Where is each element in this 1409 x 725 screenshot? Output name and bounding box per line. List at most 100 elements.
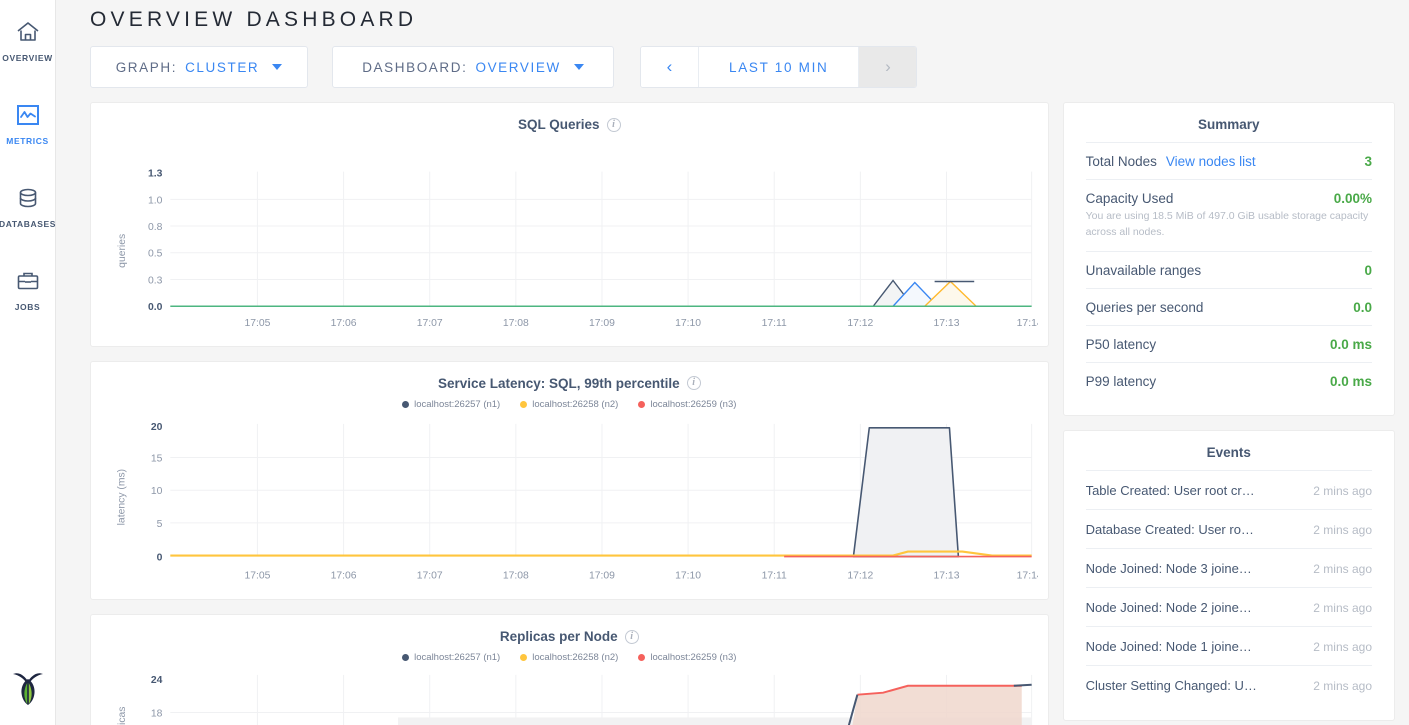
legend-dot-n3 <box>638 400 646 408</box>
legend-item[interactable]: localhost:26257 (n1) <box>402 652 500 663</box>
svg-text:0.8: 0.8 <box>148 222 163 233</box>
chart-svg: latency (ms) 20 15 10 5 0 <box>117 422 1038 582</box>
time-next-button: › <box>858 47 917 87</box>
event-list-item[interactable]: Node Joined: Node 1 joine… 2 mins ago <box>1085 625 1372 665</box>
dashboard-selector-label: DASHBOARD: <box>362 59 468 75</box>
sidebar-item-metrics[interactable]: METRICS <box>0 91 56 152</box>
time-range-label[interactable]: LAST 10 MIN <box>729 59 829 75</box>
svg-text:1.3: 1.3 <box>148 169 163 180</box>
legend-item[interactable]: localhost:26257 (n1) <box>402 399 500 410</box>
metrics-icon <box>14 101 42 129</box>
dashboard-selector-value: OVERVIEW <box>475 59 561 75</box>
summary-row-value: 0.0 ms <box>1329 336 1372 352</box>
chart-legend: localhost:26257 (n1) localhost:26258 (n2… <box>101 652 1038 663</box>
event-list-item[interactable]: Table Created: User root cr… 2 mins ago <box>1085 469 1372 509</box>
sidebar-item-jobs[interactable]: JOBS <box>0 257 56 318</box>
chart-title-text: SQL Queries <box>518 117 600 132</box>
chart-title: Service Latency: SQL, 99th percentile i <box>101 376 1038 391</box>
summary-row-total-nodes: Total Nodes View nodes list 3 <box>1085 142 1372 179</box>
legend-label: localhost:26257 (n1) <box>414 652 501 664</box>
svg-text:17:12: 17:12 <box>847 318 873 329</box>
summary-row-p50-latency: P50 latency 0.0 ms <box>1085 324 1372 362</box>
svg-text:17:13: 17:13 <box>934 570 960 581</box>
summary-panel: Summary Total Nodes View nodes list 3 Ca… <box>1062 102 1395 416</box>
events-panel: Events Table Created: User root cr… 2 mi… <box>1062 429 1395 721</box>
svg-text:5: 5 <box>157 519 163 530</box>
events-title: Events <box>1206 444 1251 460</box>
legend-item[interactable]: localhost:26258 (n2) <box>520 652 618 663</box>
event-time: 2 mins ago <box>1313 600 1372 615</box>
svg-text:17:07: 17:07 <box>417 318 443 329</box>
graph-selector-label: GRAPH: <box>115 59 178 75</box>
summary-row-value: 3 <box>1364 154 1372 169</box>
event-text: Database Created: User ro… <box>1085 521 1254 537</box>
legend-dot-n3 <box>638 654 646 662</box>
chart-plot-replicas-per-node[interactable]: replicas 24 18 <box>101 663 1038 725</box>
sidebar-item-label: JOBS <box>14 302 41 312</box>
svg-text:17:06: 17:06 <box>331 570 357 581</box>
chart-card-replicas-per-node: Replicas per Node i localhost:26257 (n1)… <box>90 614 1049 725</box>
svg-text:18: 18 <box>151 709 163 720</box>
legend-item[interactable]: localhost:26259 (n3) <box>638 652 736 663</box>
svg-text:17:05: 17:05 <box>244 570 270 581</box>
svg-text:10: 10 <box>151 486 163 497</box>
cockroach-logo <box>10 668 46 713</box>
legend-label: localhost:26259 (n3) <box>650 652 737 664</box>
info-icon[interactable]: i <box>606 117 621 132</box>
svg-text:17:14: 17:14 <box>1017 570 1038 581</box>
svg-text:17:08: 17:08 <box>503 318 529 329</box>
summary-row-value: 0.00% <box>1333 191 1372 206</box>
sidebar-item-overview[interactable]: OVERVIEW <box>0 8 56 69</box>
legend-dot-n2 <box>520 400 528 408</box>
chart-card-sql-queries: SQL Queries i queries 1.3 1.0 0.8 0.5 0.… <box>90 102 1049 347</box>
sidebar: OVERVIEW METRICS DATABASES <box>0 0 56 725</box>
legend-label: localhost:26258 (n2) <box>532 652 619 664</box>
event-time: 2 mins ago <box>1313 561 1372 576</box>
svg-text:latency (ms): latency (ms) <box>117 469 128 525</box>
svg-text:17:05: 17:05 <box>244 318 270 329</box>
time-prev-button[interactable]: ‹ <box>641 47 699 87</box>
event-text: Table Created: User root cr… <box>1085 482 1255 498</box>
summary-row-label: P99 latency <box>1085 373 1157 389</box>
event-list-item[interactable]: Node Joined: Node 2 joine… 2 mins ago <box>1085 586 1372 626</box>
summary-row-p99-latency: P99 latency 0.0 ms <box>1085 361 1372 399</box>
sidebar-item-label: DATABASES <box>0 219 57 229</box>
legend-dot-n2 <box>520 654 528 662</box>
chart-title-text: Service Latency: SQL, 99th percentile <box>437 375 680 391</box>
svg-text:0.3: 0.3 <box>148 275 163 286</box>
toolbar: GRAPH: CLUSTER DASHBOARD: OVERVIEW ‹ LAS… <box>56 32 1409 88</box>
chart-plot-sql-queries[interactable]: queries 1.3 1.0 0.8 0.5 0.3 0.0 <box>101 132 1038 340</box>
svg-text:17:12: 17:12 <box>847 570 873 581</box>
event-text: Node Joined: Node 3 joine… <box>1085 560 1252 576</box>
event-list-item[interactable]: Node Joined: Node 3 joine… 2 mins ago <box>1085 547 1372 587</box>
sidebar-item-databases[interactable]: DATABASES <box>0 174 56 235</box>
chart-title: SQL Queries i <box>101 117 1038 132</box>
summary-row-unavailable-ranges: Unavailable ranges 0 <box>1085 250 1372 288</box>
svg-text:17:10: 17:10 <box>675 318 701 329</box>
graph-selector[interactable]: GRAPH: CLUSTER <box>90 46 308 88</box>
event-text: Cluster Setting Changed: U… <box>1085 677 1257 693</box>
home-icon <box>14 18 42 46</box>
sidebar-item-label: METRICS <box>6 136 49 146</box>
dashboard-selector[interactable]: DASHBOARD: OVERVIEW <box>332 46 614 88</box>
main-content: OVERVIEW DASHBOARD GRAPH: CLUSTER DASHBO… <box>56 0 1409 725</box>
view-nodes-list-link[interactable]: View nodes list <box>1165 154 1256 169</box>
info-icon[interactable]: i <box>624 629 639 644</box>
legend-item[interactable]: localhost:26258 (n2) <box>520 399 618 410</box>
event-time: 2 mins ago <box>1313 678 1372 693</box>
svg-text:17:11: 17:11 <box>762 570 787 581</box>
event-list-item[interactable]: Cluster Setting Changed: U… 2 mins ago <box>1085 664 1372 704</box>
legend-label: localhost:26257 (n1) <box>414 398 501 410</box>
svg-text:17:08: 17:08 <box>503 570 529 581</box>
chart-title: Replicas per Node i <box>101 629 1038 644</box>
svg-text:0: 0 <box>157 552 163 563</box>
svg-text:20: 20 <box>151 422 163 433</box>
event-text: Node Joined: Node 2 joine… <box>1085 599 1252 615</box>
dashboard-body: SQL Queries i queries 1.3 1.0 0.8 0.5 0.… <box>56 88 1409 725</box>
event-list-item[interactable]: Database Created: User ro… 2 mins ago <box>1085 508 1372 548</box>
chart-svg: replicas 24 18 <box>117 675 1033 725</box>
side-column: Summary Total Nodes View nodes list 3 Ca… <box>1062 102 1395 725</box>
chart-plot-service-latency[interactable]: latency (ms) 20 15 10 5 0 <box>101 410 1038 593</box>
info-icon[interactable]: i <box>686 376 701 391</box>
legend-item[interactable]: localhost:26259 (n3) <box>638 399 736 410</box>
